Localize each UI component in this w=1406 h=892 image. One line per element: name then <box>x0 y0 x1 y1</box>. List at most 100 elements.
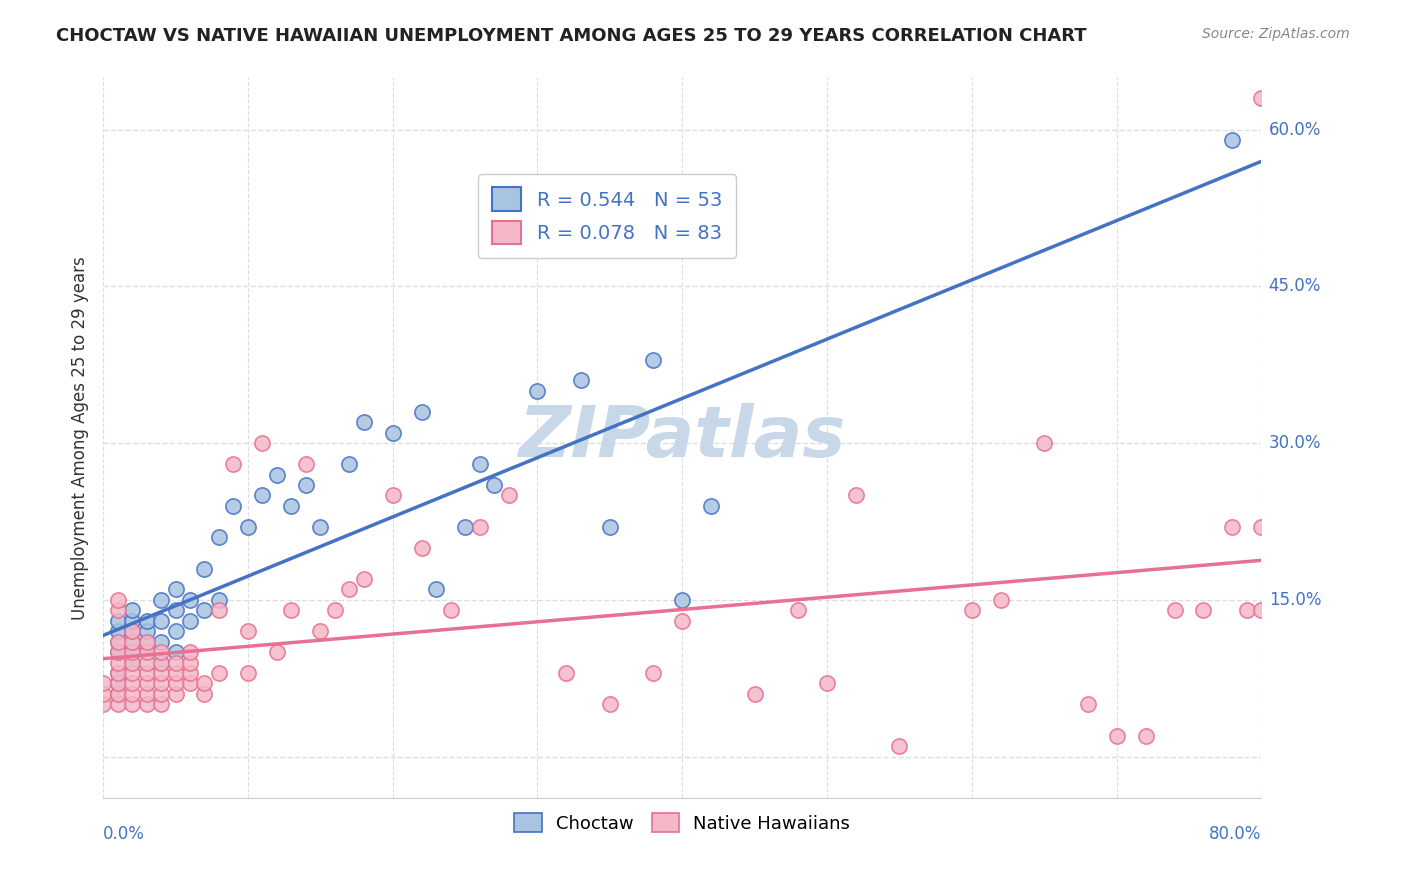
Point <box>671 614 693 628</box>
Point <box>135 624 157 639</box>
Point <box>150 634 173 648</box>
Point <box>165 656 187 670</box>
Point <box>266 467 288 482</box>
Point <box>135 666 157 681</box>
Point <box>889 739 911 754</box>
Y-axis label: Unemployment Among Ages 25 to 29 years: Unemployment Among Ages 25 to 29 years <box>72 256 89 620</box>
Point <box>107 593 129 607</box>
Point <box>208 530 231 544</box>
Point <box>787 603 810 617</box>
Point <box>121 666 143 681</box>
Point <box>165 603 187 617</box>
Point <box>222 499 245 513</box>
Point <box>555 666 578 681</box>
Point <box>121 603 143 617</box>
Point <box>643 352 665 367</box>
Point <box>121 634 143 648</box>
Point <box>309 520 332 534</box>
Point <box>208 593 231 607</box>
Point <box>569 374 592 388</box>
Point <box>150 656 173 670</box>
Point <box>121 656 143 670</box>
Point <box>353 415 375 429</box>
Text: CHOCTAW VS NATIVE HAWAIIAN UNEMPLOYMENT AMONG AGES 25 TO 29 YEARS CORRELATION CH: CHOCTAW VS NATIVE HAWAIIAN UNEMPLOYMENT … <box>56 27 1087 45</box>
Point <box>454 520 477 534</box>
Point <box>193 561 215 575</box>
Point <box>498 488 520 502</box>
Text: 30.0%: 30.0% <box>1268 434 1322 452</box>
Point <box>236 624 259 639</box>
Point <box>1163 603 1185 617</box>
Point <box>179 593 201 607</box>
Point <box>121 614 143 628</box>
Point <box>150 676 173 690</box>
Point <box>1250 603 1272 617</box>
Point <box>280 603 302 617</box>
Point <box>165 582 187 597</box>
Text: 0.0%: 0.0% <box>103 824 145 843</box>
Point <box>643 666 665 681</box>
Point <box>179 656 201 670</box>
Point <box>280 499 302 513</box>
Point <box>107 676 129 690</box>
Point <box>1033 436 1056 450</box>
Point <box>295 478 318 492</box>
Point <box>150 687 173 701</box>
Point <box>135 687 157 701</box>
Point <box>1077 698 1099 712</box>
Point <box>135 614 157 628</box>
Point <box>107 687 129 701</box>
Point <box>121 624 143 639</box>
Point <box>208 666 231 681</box>
Point <box>165 687 187 701</box>
Point <box>526 384 548 398</box>
Point <box>1236 603 1258 617</box>
Point <box>121 656 143 670</box>
Point <box>150 645 173 659</box>
Point <box>599 520 621 534</box>
Point <box>150 614 173 628</box>
Point <box>193 676 215 690</box>
Point <box>165 624 187 639</box>
Point <box>150 656 173 670</box>
Point <box>700 499 723 513</box>
Point <box>671 593 693 607</box>
Point <box>1222 133 1244 147</box>
Point <box>252 488 274 502</box>
Point <box>179 614 201 628</box>
Point <box>150 666 173 681</box>
Point <box>107 645 129 659</box>
Point <box>91 676 114 690</box>
Point <box>1105 729 1128 743</box>
Point <box>107 687 129 701</box>
Point <box>107 666 129 681</box>
Point <box>135 634 157 648</box>
Point <box>91 698 114 712</box>
Point <box>121 676 143 690</box>
Point <box>353 572 375 586</box>
Point <box>179 666 201 681</box>
Point <box>193 687 215 701</box>
Point <box>107 603 129 617</box>
Point <box>744 687 766 701</box>
Point <box>468 457 491 471</box>
Point <box>179 645 201 659</box>
Point <box>107 645 129 659</box>
Point <box>425 582 447 597</box>
Point <box>165 676 187 690</box>
Point <box>252 436 274 450</box>
Point <box>411 405 433 419</box>
Point <box>179 676 201 690</box>
Point <box>439 603 461 617</box>
Point <box>266 645 288 659</box>
Point <box>381 488 404 502</box>
Point <box>1250 91 1272 105</box>
Point <box>107 676 129 690</box>
Point <box>121 624 143 639</box>
Point <box>121 687 143 701</box>
Point <box>165 666 187 681</box>
Point <box>960 603 983 617</box>
Point <box>107 624 129 639</box>
Point <box>107 634 129 648</box>
Legend: Choctaw, Native Hawaiians: Choctaw, Native Hawaiians <box>508 806 858 840</box>
